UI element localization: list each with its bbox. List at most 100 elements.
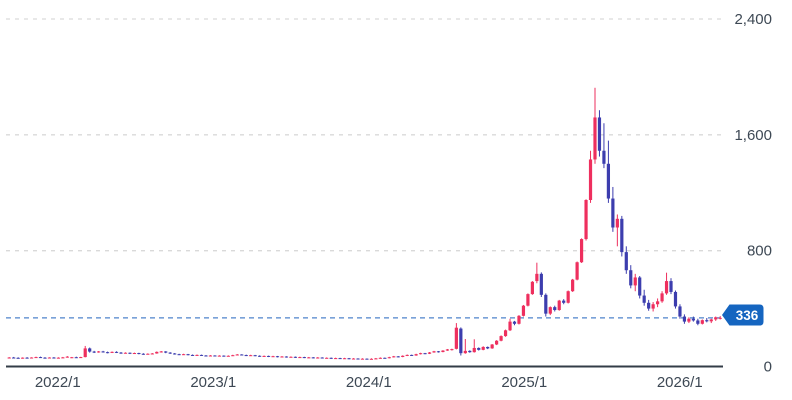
candle-body [271, 356, 275, 358]
candle-body [562, 300, 566, 303]
candle-body [16, 357, 20, 359]
candle-body [548, 307, 552, 314]
candle-body [351, 358, 356, 360]
candle-body [615, 218, 619, 228]
candle-body [696, 320, 700, 324]
candle-body [150, 353, 154, 355]
candle-body [436, 351, 441, 353]
candle-body [342, 358, 347, 360]
candle-body [43, 357, 47, 359]
candle-body [123, 352, 128, 354]
candle-body [530, 281, 534, 295]
candle-body [141, 353, 145, 355]
candle-body [441, 350, 445, 353]
candle-body [575, 262, 579, 280]
candle-body [405, 354, 409, 356]
candle-body [691, 318, 695, 321]
candle-body [633, 277, 637, 286]
candle-body [47, 357, 52, 359]
candle-body [235, 354, 239, 356]
candle-body [579, 239, 584, 263]
candle-body [338, 358, 342, 360]
candle-body [651, 304, 655, 309]
candle-body [481, 346, 485, 350]
candle-body [25, 357, 29, 359]
candle-body [410, 354, 414, 356]
candle-body [249, 355, 253, 357]
candle-body [208, 355, 213, 357]
candle-body [669, 281, 673, 292]
candle-body [588, 159, 593, 200]
candle-body [92, 351, 96, 353]
candle-body [298, 357, 302, 359]
candle-body [472, 347, 476, 353]
candle-body [682, 316, 687, 322]
candle-body [495, 340, 499, 345]
candle-body [168, 352, 172, 354]
candle-body [329, 357, 333, 359]
candle-body [553, 307, 557, 311]
candle-body [664, 281, 669, 294]
candle-body [199, 354, 204, 356]
candle-body [369, 358, 374, 360]
candle-body [638, 277, 642, 296]
candle-body [195, 354, 199, 356]
candle-body [231, 355, 235, 357]
candle-body [21, 357, 25, 359]
candle-body [88, 348, 92, 352]
candle-body [414, 354, 418, 356]
candle-body [459, 328, 463, 354]
candle-body [105, 352, 110, 354]
candle-body [311, 357, 315, 359]
current-price-badge: 336 [722, 304, 764, 326]
candle-body [186, 354, 190, 356]
candle-body [597, 117, 602, 151]
candle-body [302, 357, 306, 359]
candle-body [226, 355, 230, 357]
y-axis-label: 2,400 [734, 11, 772, 28]
candle-body [289, 356, 293, 358]
y-axis-label: 0 [764, 359, 772, 376]
candle-body [673, 291, 678, 307]
candle-body [499, 336, 503, 341]
candle-body [383, 357, 387, 359]
candle-body [557, 300, 561, 311]
candle-body [155, 351, 159, 354]
candle-body [432, 351, 436, 353]
candle-body [705, 320, 709, 322]
candle-body [164, 351, 168, 353]
candle-body [709, 319, 713, 322]
candle-body [602, 150, 606, 164]
candle-body [181, 354, 186, 356]
chart-layers: 2022/1 2023/1 2024/1 2025/1 2026/1 0 800 1,600 2… [6, 11, 772, 391]
candle-body [110, 351, 114, 353]
candle-body [74, 357, 78, 359]
candle-body [687, 318, 691, 322]
candle-body [660, 293, 664, 302]
candle-body [240, 354, 244, 356]
candle-body [307, 357, 311, 359]
candle-body [427, 352, 432, 354]
candle-body [7, 357, 11, 359]
candle-body [593, 117, 597, 160]
candle-body [655, 301, 660, 305]
x-axis-label: 2023/1 [190, 374, 236, 391]
candle-body [477, 347, 481, 350]
candle-body [360, 358, 365, 360]
candle-body [486, 346, 490, 349]
candle-body [512, 321, 517, 324]
candle-body [97, 351, 101, 353]
candle-body [396, 356, 400, 358]
candle-body [52, 357, 56, 359]
candle-body [173, 353, 177, 355]
candle-body [101, 351, 105, 353]
candle-body [378, 357, 382, 359]
candle-body [714, 317, 718, 320]
candle-body [445, 349, 450, 351]
candle-body [535, 273, 539, 282]
candle-body [293, 356, 297, 358]
candle-body [119, 352, 123, 354]
candle-body [258, 355, 262, 357]
candle-body [29, 357, 34, 359]
